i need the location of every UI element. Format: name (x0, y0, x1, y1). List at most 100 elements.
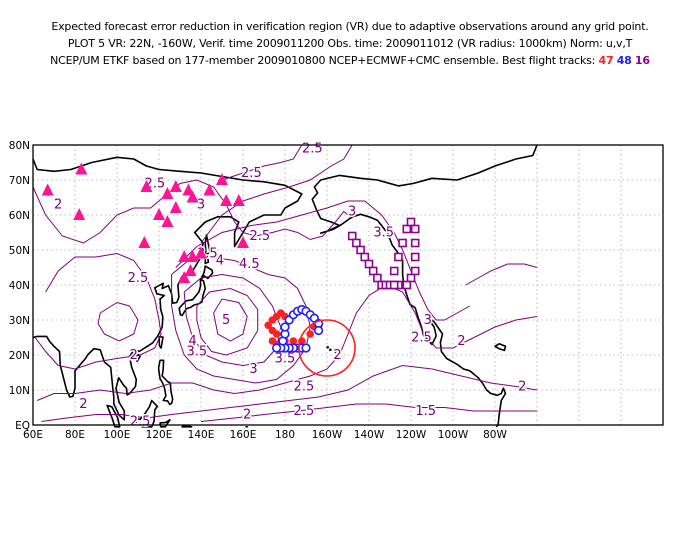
contour-label: 2.5 (128, 271, 149, 286)
hawaii-island (333, 350, 337, 354)
lon-tick-label: 180 (275, 429, 295, 441)
contour-label: 5 (222, 313, 230, 328)
contour-label: 3.5 (186, 345, 207, 360)
track-48-point (314, 325, 324, 336)
axis-labels: 60E 80E 100E 120E 140E 160E 180 160W 140W 120W 100… (9, 140, 508, 441)
title-line-3-prefix: NCEP/UM ETKF based on 177-member 2009010… (50, 54, 596, 67)
observation-triangle (195, 246, 207, 259)
contour-label: 2.5 (130, 415, 151, 430)
track-16-point (406, 273, 416, 283)
map-frame (32, 144, 664, 426)
track-47-point (268, 316, 277, 324)
lon-tick-label: 80W (483, 429, 507, 441)
title-line-2: PLOT 5 VR: 22N, -160W, Verif. time 20090… (67, 37, 633, 50)
title-line-3: NCEP/UM ETKF based on 177-member 2009010… (0, 54, 700, 67)
island-coastline (159, 419, 171, 428)
observation-triangle (153, 208, 165, 220)
contour-line (221, 144, 303, 181)
cuba-coastline (494, 343, 507, 352)
track-16-point (368, 266, 378, 276)
track-label-16: 16 (634, 54, 650, 67)
lon-tick-label: 100E (104, 429, 131, 441)
island-coastline (181, 424, 193, 428)
observation-triangle (182, 183, 195, 196)
track-16-point (389, 280, 399, 290)
observation-triangle (138, 236, 151, 248)
island-coastline (204, 234, 212, 265)
lat-tick-label: 50N (9, 245, 30, 257)
observation-triangle (161, 187, 174, 199)
lon-tick-label: 160W (312, 429, 343, 441)
contour-line (41, 364, 538, 422)
contour-label: 3.5 (275, 352, 296, 367)
contour-line (175, 200, 471, 321)
contour-label: 1.5 (415, 404, 436, 419)
contour-line (465, 263, 538, 286)
track-47-point (289, 337, 298, 345)
contour-label: 2 (130, 348, 138, 363)
contour-line (213, 298, 248, 342)
track-16-point (402, 280, 412, 290)
lat-tick-label: 70N (9, 175, 30, 187)
lat-tick-label: 30N (9, 315, 30, 327)
observation-triangle (178, 250, 191, 262)
lat-tick-label: 60N (9, 210, 30, 222)
observation-triangle (73, 208, 86, 220)
contour-label: 2 (457, 334, 465, 349)
track-48-point (280, 322, 290, 332)
contour-label: 2 (333, 348, 341, 363)
track-16-point (373, 273, 382, 283)
track-47-point (264, 321, 273, 330)
lat-tick-label: 10N (9, 385, 30, 397)
contour-label: 4 (188, 334, 196, 349)
lon-tick-label: 60E (23, 429, 43, 441)
track-label-47: 47 (598, 54, 614, 67)
track-16-point (394, 252, 403, 262)
track-16-point (389, 266, 399, 276)
contour-label: 4.5 (239, 257, 260, 272)
contour-label: 4 (216, 254, 224, 269)
contour-line (200, 403, 537, 422)
observation-triangle (216, 173, 228, 185)
track-47-point (268, 337, 277, 345)
contour-label: 3 (424, 313, 432, 328)
lon-tick-label: 120W (396, 429, 427, 441)
hawaii-island (326, 346, 329, 349)
contour-label: 2.5 (249, 229, 270, 244)
contour-line (196, 287, 259, 356)
track-label-48: 48 (616, 54, 632, 67)
title-line-1: Expected forecast error reduction in ver… (51, 20, 649, 33)
track-16-point (410, 224, 420, 234)
observation-triangle (140, 180, 153, 192)
track-16-point (356, 245, 365, 255)
track-16-point (402, 224, 412, 234)
lat-tick-label: 20N (9, 350, 30, 362)
lon-tick-label: 140W (354, 429, 385, 441)
contour-line (37, 284, 538, 401)
asia-coastline (32, 156, 303, 421)
track-16-point (352, 238, 361, 248)
observation-triangles (41, 162, 249, 283)
observation-triangle (220, 194, 233, 206)
observation-triangle (178, 271, 191, 283)
contour-label: 3 (249, 362, 257, 377)
contour-label: 2.5 (294, 404, 315, 419)
lon-tick-label: 100W (438, 429, 469, 441)
contour-label: 2 (243, 408, 251, 423)
contour-label: 2 (54, 198, 62, 213)
observation-triangle (75, 162, 88, 175)
island-coastline (157, 359, 174, 406)
lon-tick-label: 120E (146, 429, 173, 441)
observation-triangle (203, 183, 216, 196)
contour-label: 2.5 (294, 380, 315, 395)
lat-tick-label: EQ (15, 420, 30, 432)
contour-label: 3 (197, 198, 205, 213)
verification-region-circle (298, 319, 356, 377)
island-coastline (106, 404, 121, 428)
contour-label: 3.5 (373, 226, 394, 241)
flight-tracks (264, 217, 420, 353)
contour-label: 2 (79, 397, 87, 412)
lon-tick-label: 80E (65, 429, 85, 441)
island-coastline (158, 336, 164, 349)
